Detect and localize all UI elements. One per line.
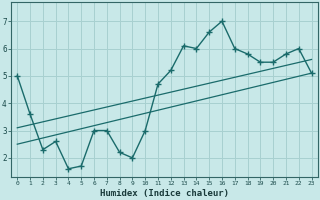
X-axis label: Humidex (Indice chaleur): Humidex (Indice chaleur) <box>100 189 229 198</box>
